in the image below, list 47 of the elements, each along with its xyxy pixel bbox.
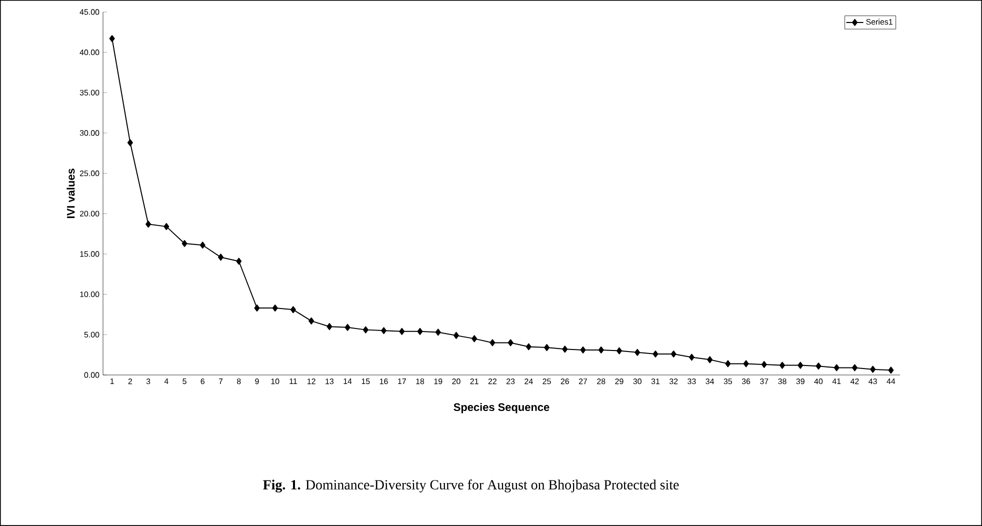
point xyxy=(562,346,568,353)
text: Fig. 1. Dominance-Diversity Curve for August on Bhojbasa Protected site xyxy=(263,480,679,492)
point xyxy=(381,327,387,334)
point xyxy=(326,323,332,330)
point xyxy=(399,328,405,335)
point xyxy=(308,317,314,324)
point xyxy=(417,328,423,335)
x-axis-title: Species Sequence xyxy=(454,402,550,414)
point xyxy=(580,346,586,354)
point xyxy=(688,354,694,361)
point xyxy=(236,258,242,265)
point xyxy=(146,220,152,228)
point xyxy=(109,35,115,42)
point xyxy=(218,254,224,261)
point xyxy=(254,304,260,312)
point xyxy=(490,339,496,346)
point xyxy=(127,139,133,146)
point xyxy=(544,344,550,352)
point xyxy=(508,339,514,346)
point xyxy=(616,347,622,354)
point xyxy=(634,348,640,356)
point xyxy=(598,346,604,354)
point xyxy=(272,304,278,312)
point xyxy=(164,223,170,230)
point xyxy=(453,332,459,339)
point xyxy=(888,366,894,374)
point xyxy=(798,362,804,369)
point xyxy=(725,360,731,368)
point xyxy=(834,364,840,372)
point xyxy=(290,306,296,314)
y-axis-title: IVI values xyxy=(66,168,75,218)
point xyxy=(743,360,749,368)
point xyxy=(344,324,350,331)
point xyxy=(870,366,876,373)
point xyxy=(816,362,822,370)
point xyxy=(652,350,658,358)
point xyxy=(526,343,532,350)
point xyxy=(852,364,858,372)
point xyxy=(780,362,786,369)
point xyxy=(200,242,206,249)
point xyxy=(435,328,441,336)
point xyxy=(670,350,676,358)
point xyxy=(472,335,478,342)
point xyxy=(761,360,767,368)
point xyxy=(182,240,188,247)
point xyxy=(362,326,368,334)
point xyxy=(707,356,713,364)
